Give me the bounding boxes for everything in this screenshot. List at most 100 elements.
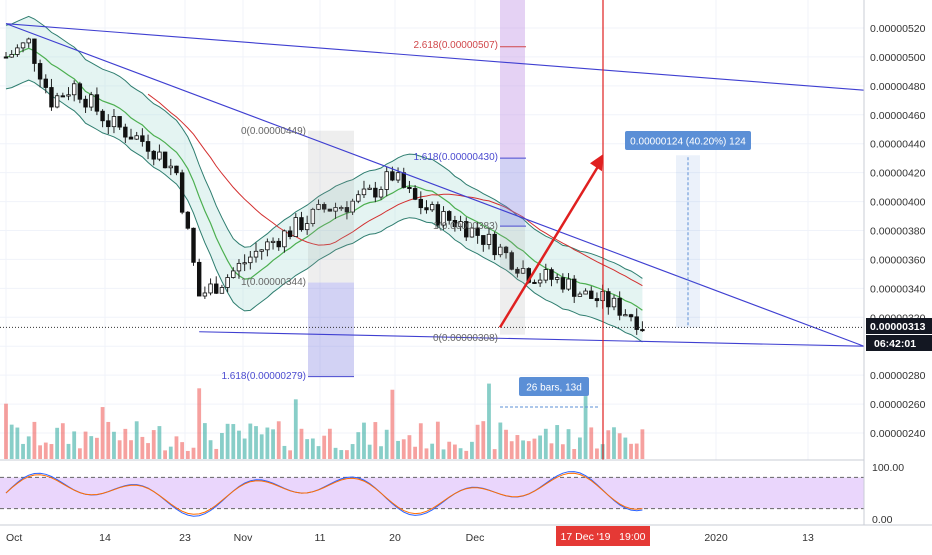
volume-bar [521,440,525,459]
candle-body [640,329,645,332]
candle-body [594,298,600,302]
candle-body [589,290,594,299]
candle-body [509,252,514,270]
candle-body [356,194,361,202]
volume-bar [373,422,378,459]
volume-bar [413,446,418,459]
candle-body [316,204,321,210]
volume-bar [49,444,54,459]
candle-body [89,94,94,108]
volume-bar [89,436,94,459]
candle-body [452,220,458,228]
volume-bar [333,447,338,459]
candle-body [259,249,264,252]
volume-bar [129,440,133,459]
candle-body [202,292,208,297]
candle-body [37,63,43,80]
time-tick-label: Oct [6,532,22,544]
price-tick-label: 0.00000480 [870,81,926,93]
volume-bar [543,428,548,459]
bars-label-box [519,377,589,396]
volume-bar [447,441,452,459]
candle-body [390,171,395,181]
volume-bar [577,437,582,459]
candle-body [611,297,617,308]
volume-bar [617,433,622,459]
candle-body [378,189,384,198]
volume-bar [401,439,406,459]
candle-body [49,87,54,108]
price-tick-label: 0.00000400 [870,197,926,209]
candle-body [464,221,469,238]
volume-bar [112,431,116,459]
fib-extension-right [500,158,525,227]
volume-bar [208,440,213,459]
volume-bar [305,439,310,459]
candle-body [475,227,480,236]
projection-arrow-head [590,154,603,172]
fib-extension-top [500,0,525,159]
candle-body [134,135,139,140]
candle-body [231,270,236,278]
volume-bar [180,442,185,459]
osc-tick-label: 100.00 [872,462,904,474]
price-tick-label: 0.00000420 [870,168,926,180]
volume-bar [146,443,150,459]
fib-label-1618-bottom: 1.618(0.00000279) [221,371,306,382]
candle-body [66,94,71,97]
volume-bar [549,443,554,459]
candle-body [168,165,173,169]
volume-bar [464,450,469,459]
ma-slow [147,93,643,287]
candle-body [373,187,378,198]
candle-body [401,172,406,188]
fib-label-0-left: 0(0.00000449) [241,126,306,137]
candle-body [71,83,77,96]
price-tick-label: 0.00000460 [870,110,926,122]
fib-label-1618-top: 1.618(0.00000430) [413,152,498,163]
trendline-lower-wedge [199,331,865,347]
volume-bar [95,437,99,459]
candle-body [395,172,401,181]
trendline-upper-outer [5,23,865,91]
volume-bar [623,437,628,459]
price-tick-label: 0.00000260 [870,399,926,411]
volume-bar [197,388,202,459]
time-tick-label: 2020 [704,532,728,544]
volume-bar [174,436,179,459]
projection-arrow [498,162,602,329]
volume-bar [163,450,167,459]
volume-bar [504,429,508,459]
ma-fast [5,47,643,311]
candle-body [520,268,526,274]
time-tick-label: 20 [389,532,401,544]
current-price-tag [866,318,932,334]
candle-body [429,204,435,211]
volume-bar [26,436,31,459]
measure-box [676,155,700,328]
volume-bar [4,403,8,459]
candle-body [333,207,338,212]
volume-bar [254,426,258,459]
time-tick-label: 23 [179,532,191,544]
fib-box-right [500,226,525,335]
volume-bar [43,442,48,459]
volume-bar [117,440,122,459]
candle-body [83,98,88,108]
volume-bar [407,435,412,459]
volume-bar [66,443,71,459]
volume-bar [191,447,196,459]
oscillator-band [0,477,864,509]
candle-body [94,94,100,112]
candle-body [111,116,117,128]
volume-bar [123,428,128,459]
fib-box-left [308,130,354,283]
time-tick-label: Dec [466,532,485,544]
volume-bar [242,438,247,459]
volume-bar [515,435,520,459]
volume-bar [606,430,611,459]
volume-bar [509,441,514,459]
candle-body [481,235,486,245]
volume-bar [322,435,327,459]
volume-bar [185,450,190,459]
